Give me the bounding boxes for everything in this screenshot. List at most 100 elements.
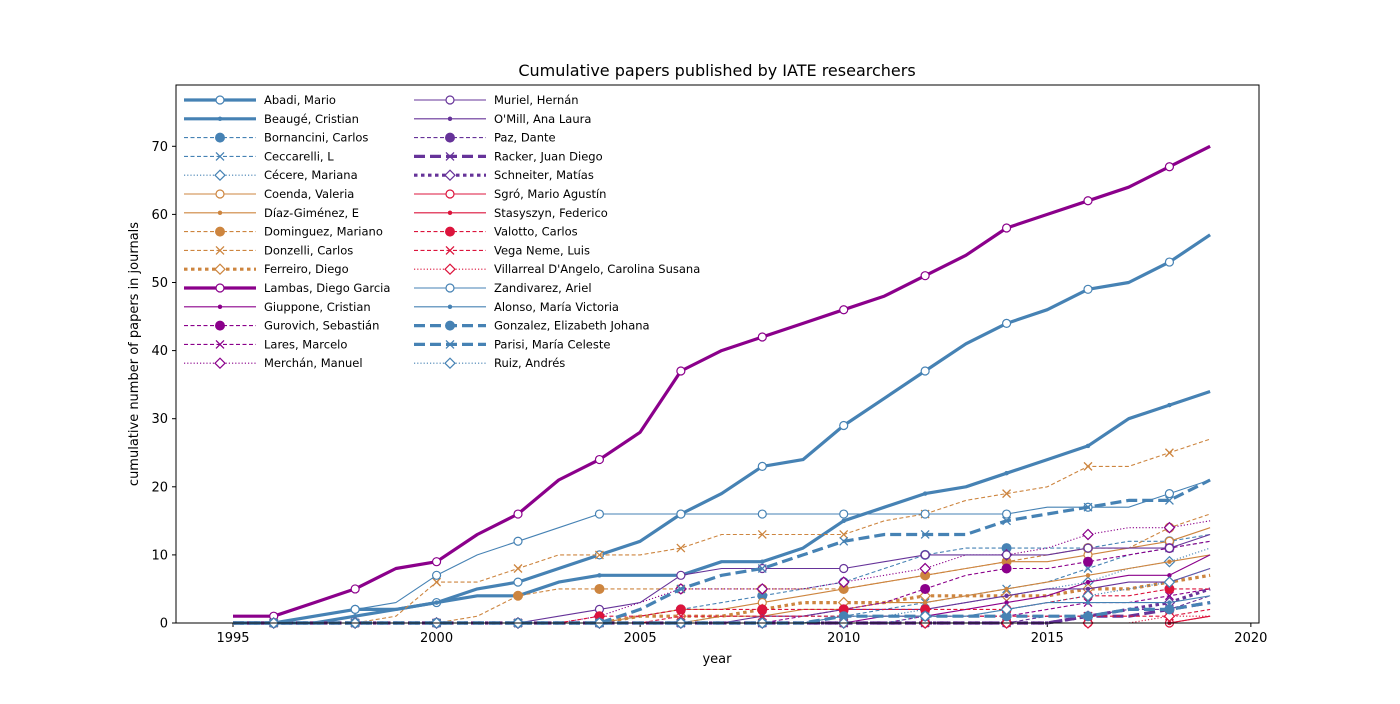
data-point [1167,402,1172,408]
legend-label: Vega Neme, Luis [494,243,590,257]
data-point [597,573,602,578]
legend-swatch-marker [445,339,455,349]
legend-entry-gonzalez-elizabeth-johana: Gonzalez, Elizabeth Johana [414,319,650,333]
data-point [757,461,767,471]
data-point [1001,509,1012,519]
x-tick-label: 2020 [1234,631,1267,646]
data-point [1083,461,1093,471]
legend-label: Sgró, Mario Agustín [494,187,606,201]
legend-label: Giuppone, Cristian [264,300,371,314]
legend-entry-abadi-mario: Abadi, Mario [184,93,336,107]
legend-label: Beaugé, Cristian [264,112,359,126]
legend-label: Gurovich, Sebastián [264,319,379,333]
legend-entry-merchan-manuel: Merchán, Manuel [184,356,363,370]
legend-label: Stasyszyn, Federico [494,206,608,220]
data-point [920,583,931,594]
data-point [513,564,523,573]
data-point [1163,576,1176,588]
data-point [757,509,767,519]
legend-entry-ferreiro-diego: Ferreiro, Diego [184,262,349,276]
data-point [350,584,360,594]
legend-entry-valotto-carlos: Valotto, Carlos [414,225,578,239]
legend-swatch-marker [445,226,455,237]
data-point [676,366,686,376]
data-point [1001,223,1012,233]
legend-label: Ceccarelli, L [264,149,334,163]
data-point [594,509,605,519]
legend-entry-o-mill-ana-laura: O'Mill, Ana Laura [414,112,591,126]
y-tick-label: 0 [160,617,168,632]
legend-entry-lambas-diego-garcia: Lambas, Diego Garcia [184,281,390,295]
legend-label: Ferreiro, Diego [264,262,349,276]
legend-entry-schneiter-matias: Schneiter, Matías [414,168,594,182]
series-line [233,438,1211,624]
data-point [920,530,930,539]
legend-swatch-marker [215,132,225,143]
legend-entry-sgro-mario-agustin: Sgró, Mario Agustín [414,187,606,201]
data-point [1164,162,1175,172]
y-tick-label: 60 [151,208,168,223]
y-tick-label: 40 [151,344,168,359]
legend-label: Ruiz, Andrés [494,356,565,370]
legend-swatch-marker [217,304,223,310]
x-tick-label: 2015 [1031,631,1064,646]
data-point [1004,470,1009,476]
legend-swatch-marker [444,357,456,370]
legend-entry-coenda-valeria: Coenda, Valeria [184,187,354,201]
data-point [841,518,846,524]
legend-swatch-marker [445,189,455,199]
data-point [1164,448,1174,458]
data-point [1083,543,1093,553]
legend-swatch-marker [215,283,225,293]
legend-swatch-marker [215,189,225,199]
legend-label: Cécere, Mariana [264,168,358,182]
legend: Abadi, Mario Beaugé, Cristian Bornancini, … [184,93,700,370]
legend-swatch-marker [215,320,225,331]
x-tick-label: 2005 [624,631,657,646]
legend-swatch-marker [215,339,225,349]
data-point [839,305,849,315]
data-point [676,509,686,519]
legend-entry-muriel-hernan: Muriel, Hernán [414,93,579,107]
y-tick-label: 20 [151,480,168,495]
data-point [432,577,442,587]
legend-entry-racker-juan-diego: Racker, Juan Diego [414,149,603,163]
data-point [1164,495,1174,505]
legend-swatch-marker [214,169,226,182]
legend-swatch-marker [217,116,223,122]
data-point [1083,196,1093,206]
y-axis-label: cumulative number of papers in journals [127,222,142,486]
data-point [1082,589,1094,602]
data-point [594,583,605,594]
data-point [1083,611,1093,622]
legend-swatch-marker [447,116,453,122]
legend-entry-donzelli-carlos: Donzelli, Carlos [184,243,353,257]
data-point [1164,257,1175,267]
data-point [757,332,767,342]
data-point [920,550,930,560]
x-tick-label: 2000 [420,631,453,646]
legend-label: Alonso, María Victoria [494,300,619,314]
legend-label: Donzelli, Carlos [264,243,353,257]
data-point [839,536,849,546]
data-point [1083,502,1093,512]
data-point [1167,559,1172,564]
data-point [513,509,523,519]
legend-entry-gurovich-sebastian: Gurovich, Sebastián [184,319,379,333]
data-point [676,584,686,594]
legend-label: Parisi, María Celeste [494,337,610,351]
legend-label: Valotto, Carlos [494,225,578,239]
legend-entry-bornancini-carlos: Bornancini, Carlos [184,131,368,145]
legend-entry-lares-marcelo: Lares, Marcelo [184,337,347,351]
data-point [1001,318,1012,328]
data-point [1164,604,1175,615]
legend-entry-giuppone-cristian: Giuppone, Cristian [184,300,371,314]
legend-entry-villarreal-d-angelo-carolina-susana: Villarreal D'Angelo, Carolina Susana [414,262,700,276]
legend-label: Paz, Dante [494,131,556,145]
series-line [233,520,1211,624]
data-point [513,536,523,546]
legend-swatch-marker [215,151,225,161]
legend-entry-diaz-gimenez-e: Díaz-Giménez, E [184,206,359,220]
legend-swatch-marker [215,245,225,255]
legend-label: Villarreal D'Angelo, Carolina Susana [494,262,700,276]
